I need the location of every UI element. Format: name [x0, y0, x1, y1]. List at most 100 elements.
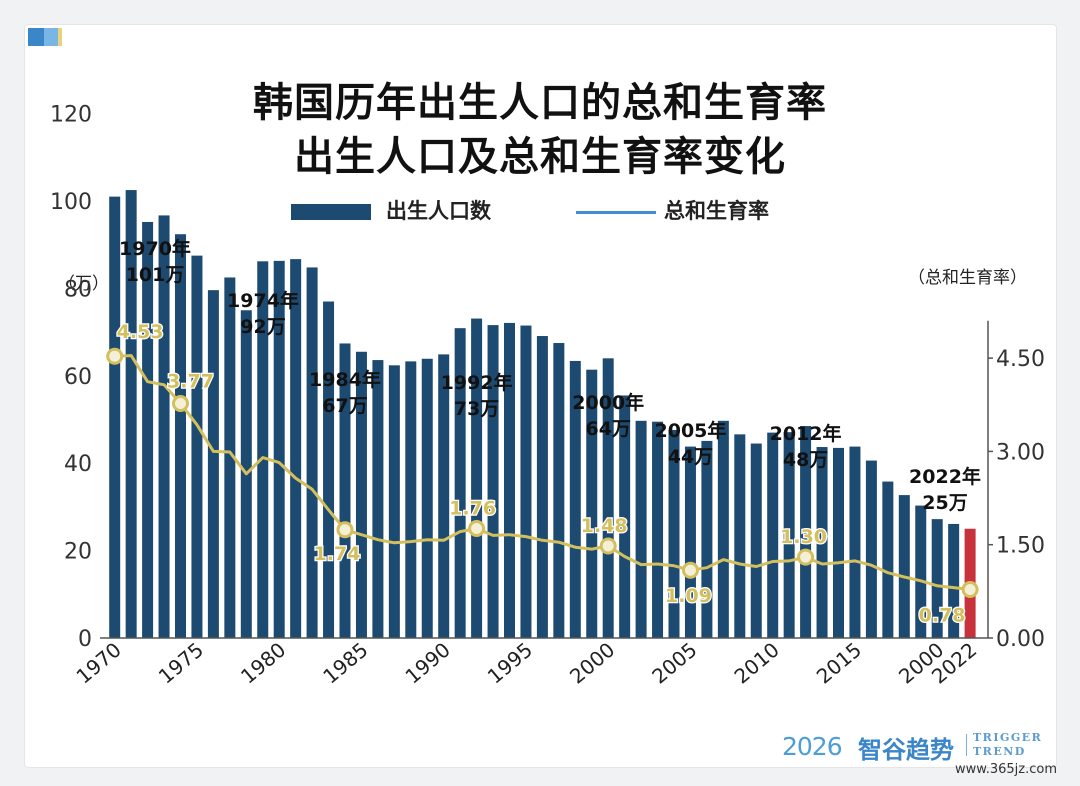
- bar: [734, 434, 746, 638]
- watermark-en-line2: TREND: [973, 745, 1026, 758]
- bar: [882, 481, 894, 638]
- right-tick-label: 3.00: [996, 440, 1045, 465]
- x-tick-label: 1985: [318, 637, 372, 688]
- rate-marker: [681, 561, 699, 579]
- rate-marker: [106, 347, 124, 365]
- rate-label: 1.09: [665, 585, 712, 607]
- bar: [849, 446, 861, 638]
- bar: [158, 215, 170, 638]
- annotation-year: 1970年: [119, 237, 191, 260]
- legend-bar-label: 出生人口数: [386, 199, 491, 223]
- bar: [684, 446, 696, 638]
- bar: [306, 267, 318, 638]
- watermark-en-line1: TRIGGER: [973, 731, 1043, 744]
- annotation-year: 1992年: [441, 371, 513, 394]
- rate-marker: [336, 521, 354, 539]
- rate-label: 4.53: [117, 321, 164, 343]
- rate-label: 3.77: [167, 371, 214, 393]
- watermark-year: 2026: [782, 732, 843, 761]
- rate-label: 0.78: [919, 604, 966, 626]
- annotation-births: 64万: [585, 418, 630, 440]
- bar: [257, 261, 269, 638]
- x-tick-label: 1980: [236, 637, 290, 688]
- rate-marker: [961, 580, 979, 598]
- left-tick-label: 0: [78, 627, 92, 652]
- annotation-births: 44万: [668, 446, 713, 468]
- bar: [931, 519, 943, 638]
- bar: [339, 343, 351, 638]
- rate-marker: [797, 548, 815, 566]
- annotation-year: 1984年: [309, 368, 381, 391]
- rate-label: 1.30: [780, 526, 827, 548]
- bar: [290, 259, 302, 638]
- x-tick-label: 2015: [812, 637, 866, 688]
- annotation-year: 2022年: [909, 465, 981, 488]
- annotation-births: 73万: [454, 398, 499, 420]
- annotation-births: 25万: [922, 492, 967, 514]
- bar: [125, 190, 137, 638]
- left-tick-label: 60: [64, 365, 92, 390]
- legend-line-label: 总和生育率: [664, 199, 769, 223]
- x-tick-label: 1990: [400, 637, 454, 688]
- x-tick-label: 1975: [154, 637, 208, 688]
- legend: 出生人口数 总和生育率: [0, 193, 1080, 227]
- bar: [915, 505, 927, 638]
- rate-label: 1.74: [314, 543, 361, 565]
- bar: [586, 369, 598, 638]
- bar: [388, 365, 400, 638]
- site-url: www.365jz.com: [955, 762, 1057, 777]
- rate-marker: [599, 537, 617, 555]
- bar: [471, 318, 483, 638]
- right-axis-unit: （总和生育率）: [908, 268, 1027, 288]
- annotation-year: 2005年: [655, 419, 727, 442]
- annotation-year: 2012年: [770, 422, 842, 445]
- annotation-births: 67万: [322, 395, 367, 417]
- bar: [142, 221, 154, 638]
- bar: [865, 460, 877, 638]
- bar: [273, 260, 285, 638]
- bar: [553, 343, 565, 638]
- legend-bar-swatch: [291, 204, 371, 220]
- bar: [816, 447, 828, 638]
- bar: [207, 290, 219, 638]
- left-tick-label: 40: [64, 452, 92, 477]
- bar: [487, 325, 499, 638]
- bar: [948, 523, 960, 638]
- rate-marker: [468, 520, 486, 538]
- bar: [109, 196, 121, 638]
- bar: [175, 234, 186, 638]
- x-tick-label: 2005: [647, 637, 701, 688]
- bar: [701, 440, 713, 638]
- bar: [569, 360, 581, 638]
- brand-mark-icon: [28, 28, 62, 46]
- left-tick-label: 80: [64, 277, 92, 302]
- rate-marker: [172, 395, 189, 413]
- annotation-year: 2000年: [572, 391, 644, 414]
- rate-line: [114, 354, 971, 591]
- rate-label: 1.76: [449, 498, 496, 520]
- rate-label: 1.48: [581, 515, 628, 537]
- bar: [536, 336, 548, 638]
- bar: [783, 432, 795, 638]
- right-tick-label: 0.00: [996, 627, 1045, 652]
- bar: [438, 354, 450, 638]
- bar: [520, 325, 532, 638]
- x-tick-label: 2000: [565, 637, 619, 688]
- chart-title: 韩国历年出生人口的总和生育率: [253, 80, 827, 126]
- bar: [454, 328, 466, 638]
- right-tick-label: 4.50: [996, 347, 1045, 372]
- bar: [717, 420, 729, 638]
- bar: [898, 495, 910, 638]
- left-axis-unit: （万）: [58, 274, 109, 294]
- bar: [504, 322, 515, 638]
- bar: [652, 421, 664, 638]
- left-tick-label: 100: [50, 190, 92, 215]
- bar: [635, 420, 647, 638]
- left-tick-label: 20: [64, 540, 92, 565]
- legend-line-swatch: [576, 211, 656, 214]
- x-tick-label: 2010: [729, 637, 783, 688]
- annotation-births: 92万: [240, 316, 285, 338]
- bar: [767, 432, 779, 638]
- bar: [372, 360, 384, 638]
